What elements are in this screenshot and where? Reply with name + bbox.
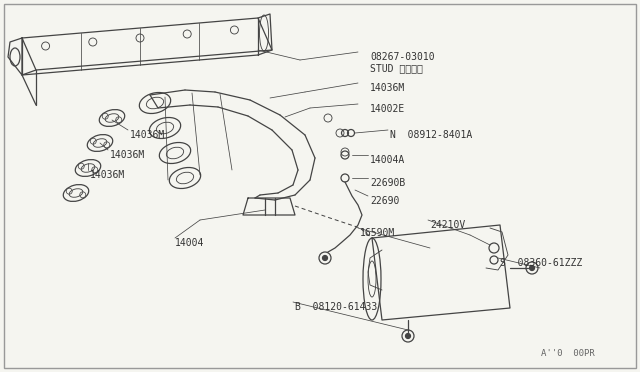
Text: 08267-03010: 08267-03010 xyxy=(370,52,435,62)
Circle shape xyxy=(323,256,328,260)
Text: B  08120-61433: B 08120-61433 xyxy=(295,302,377,312)
Text: 14036M: 14036M xyxy=(110,150,145,160)
Text: STUD スタッド: STUD スタッド xyxy=(370,63,423,73)
Text: 14002E: 14002E xyxy=(370,104,405,114)
Text: 24210V: 24210V xyxy=(430,220,465,230)
Circle shape xyxy=(406,334,410,339)
Text: 14004A: 14004A xyxy=(370,155,405,165)
Text: 22690B: 22690B xyxy=(370,178,405,188)
Text: S  08360-61ZZZ: S 08360-61ZZZ xyxy=(500,258,582,268)
Text: 14036M: 14036M xyxy=(130,130,165,140)
Text: 14036M: 14036M xyxy=(90,170,125,180)
Circle shape xyxy=(529,266,534,270)
Text: 14004: 14004 xyxy=(175,238,204,248)
Text: 22690: 22690 xyxy=(370,196,399,206)
Text: N  08912-8401A: N 08912-8401A xyxy=(390,130,472,140)
Text: A''0  00PR: A''0 00PR xyxy=(541,349,595,358)
Text: 16590M: 16590M xyxy=(360,228,396,238)
Text: 14036M: 14036M xyxy=(370,83,405,93)
